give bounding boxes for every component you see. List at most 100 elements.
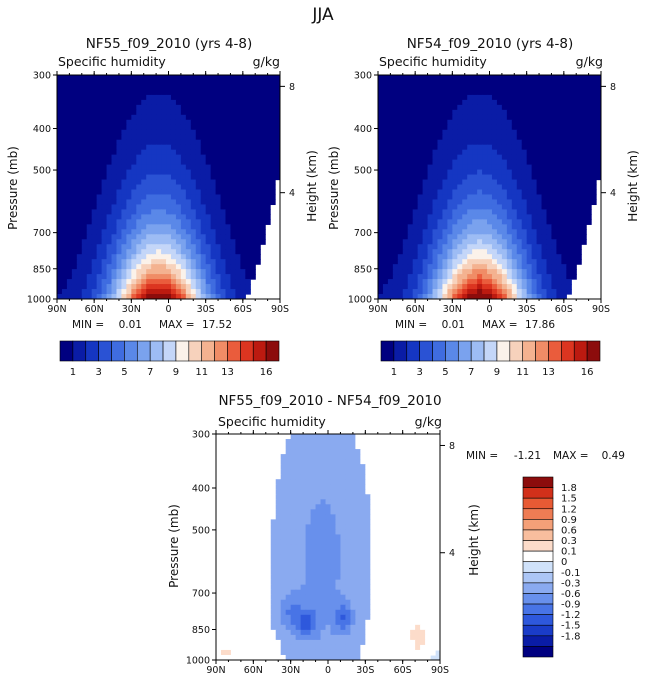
contour-cell xyxy=(180,184,187,191)
contour-cell xyxy=(407,209,414,215)
contour-cell xyxy=(378,249,384,255)
contour-cell xyxy=(457,289,463,295)
contour-cell xyxy=(111,274,118,280)
contour-cell xyxy=(220,519,227,525)
contour-cell xyxy=(437,94,444,101)
contour-cell xyxy=(417,199,424,206)
contour-cell xyxy=(101,144,108,151)
contour-cell xyxy=(561,99,567,106)
contour-cell xyxy=(432,75,439,81)
contour-cell xyxy=(61,119,68,126)
contour-cell xyxy=(91,224,98,230)
contour-cell xyxy=(375,459,381,465)
contour-cell xyxy=(310,439,317,445)
contour-cell xyxy=(295,464,302,470)
contour-cell xyxy=(407,249,414,255)
contour-cell xyxy=(556,184,562,191)
contour-cell xyxy=(350,484,356,490)
contour-cell xyxy=(447,164,453,171)
contour-cell xyxy=(76,289,83,295)
contour-cell xyxy=(220,474,227,480)
contour-cell xyxy=(427,94,434,101)
contour-cell xyxy=(66,139,73,146)
contour-cell xyxy=(255,254,261,260)
contour-cell xyxy=(57,109,63,116)
contour-cell xyxy=(86,169,93,176)
contour-cell xyxy=(240,444,247,450)
contour-cell xyxy=(521,194,528,201)
contour-cell xyxy=(240,75,246,81)
contour-cell xyxy=(57,244,63,250)
contour-cell xyxy=(521,239,528,245)
contour-cell xyxy=(501,109,508,116)
contour-cell xyxy=(521,154,528,161)
contour-cell xyxy=(551,164,557,171)
contour-cell xyxy=(250,524,257,531)
contour-cell xyxy=(185,289,192,295)
contour-cell xyxy=(370,444,376,450)
contour-cell xyxy=(86,199,93,206)
contour-cell xyxy=(260,519,267,525)
min-label: MIN = xyxy=(72,319,104,331)
contour-cell xyxy=(467,84,473,91)
contour-cell xyxy=(305,484,312,490)
contour-cell xyxy=(430,439,436,445)
contour-cell xyxy=(285,489,292,495)
contour-cell xyxy=(576,209,582,215)
contour-cell xyxy=(315,519,322,525)
contour-cell xyxy=(315,434,322,440)
contour-cell xyxy=(402,84,409,91)
contour-cell xyxy=(126,169,132,176)
contour-cell xyxy=(230,494,237,500)
contour-cell xyxy=(526,259,533,265)
contour-cell xyxy=(240,94,246,101)
colorbar-label: 16 xyxy=(260,367,273,378)
contour-cell xyxy=(290,494,297,500)
contour-cell xyxy=(340,479,347,485)
contour-cell xyxy=(260,94,266,101)
contour-cell xyxy=(452,214,458,220)
contour-cell xyxy=(216,464,222,470)
contour-cell xyxy=(126,214,132,220)
contour-cell xyxy=(315,464,322,470)
contour-cell xyxy=(546,144,553,151)
contour-cell xyxy=(435,484,440,490)
contour-cell xyxy=(220,444,227,450)
colorbar-label: 7 xyxy=(147,367,153,378)
contour-cell xyxy=(270,494,277,500)
contour-cell xyxy=(131,84,137,91)
contour-cell xyxy=(116,124,123,131)
contour-cell xyxy=(141,149,147,156)
contour-cell xyxy=(101,189,108,196)
contour-cell xyxy=(146,139,152,146)
contour-cell xyxy=(541,214,548,220)
contour-cell xyxy=(382,219,389,225)
contour-cell xyxy=(136,79,142,86)
contour-cell xyxy=(225,129,232,136)
contour-cell xyxy=(57,139,63,146)
contour-cell xyxy=(200,169,207,176)
contour-cell xyxy=(66,189,73,196)
contour-cell xyxy=(330,484,337,490)
contour-cell xyxy=(340,439,347,445)
contour-cell xyxy=(596,119,601,126)
contour-cell xyxy=(400,484,406,490)
contour-cell xyxy=(76,124,83,131)
contour-cell xyxy=(111,229,118,235)
contour-cell xyxy=(482,154,488,161)
contour-cell xyxy=(491,249,498,255)
contour-cell xyxy=(76,75,83,81)
contour-cell xyxy=(365,519,371,525)
contour-cell xyxy=(101,269,108,275)
contour-cell xyxy=(546,179,553,186)
contour-cell xyxy=(260,484,267,490)
contour-cell xyxy=(387,239,394,245)
contour-cell xyxy=(415,509,421,515)
contour-cell xyxy=(442,259,448,265)
contour-cell xyxy=(106,159,113,166)
contour-cell xyxy=(556,199,562,206)
contour-cell xyxy=(531,264,538,270)
contour-cell xyxy=(442,75,448,81)
contour-cell xyxy=(360,479,366,485)
contour-cell xyxy=(305,499,312,505)
